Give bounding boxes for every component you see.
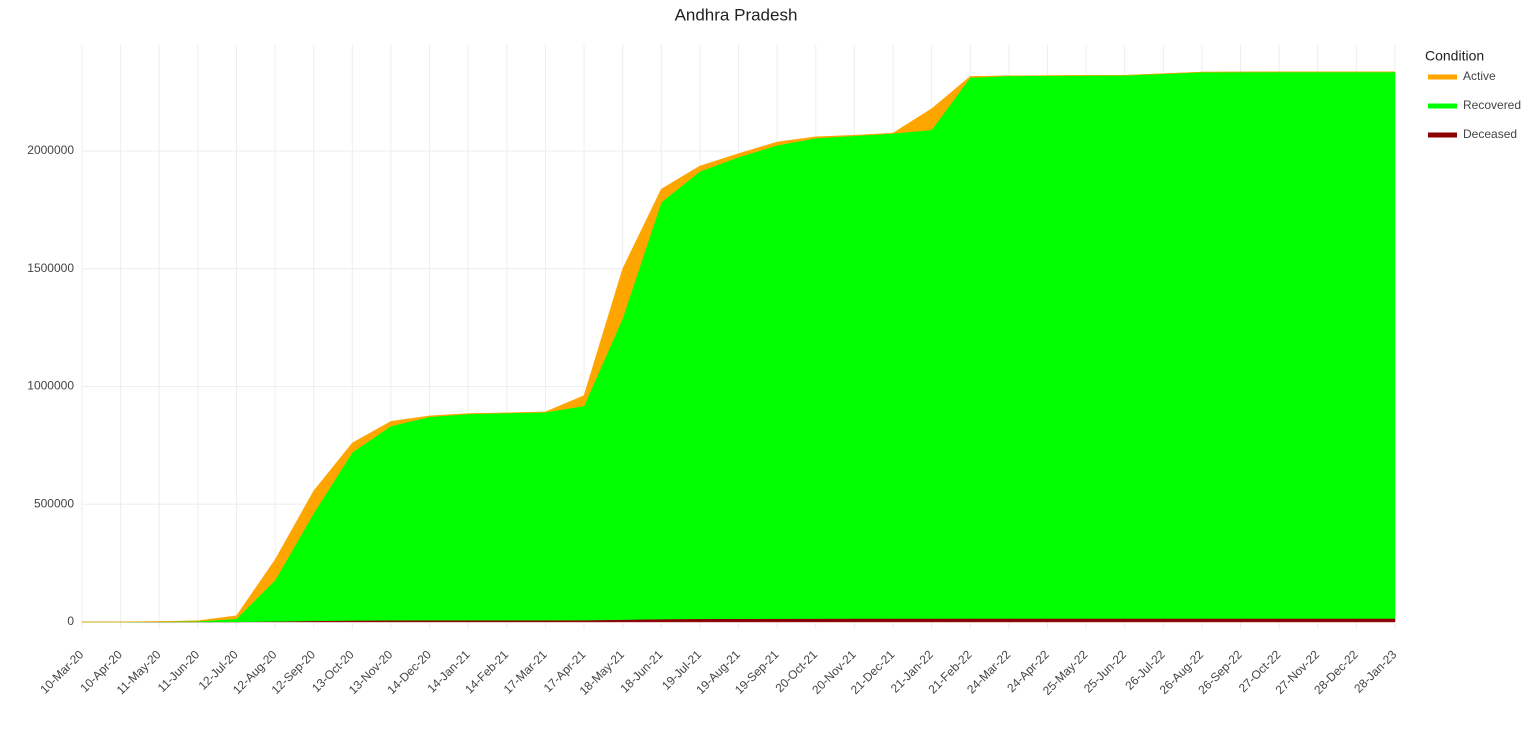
x-tick-label: 28-Jan-23 [1351, 647, 1399, 695]
x-tick: 11-Jun-20 [155, 647, 203, 695]
chart-title: Andhra Pradesh [675, 5, 798, 24]
y-tick-label: 2000000 [27, 143, 74, 157]
x-tick: 25-Jun-22 [1081, 647, 1129, 695]
legend-label: Deceased [1463, 127, 1517, 141]
y-tick-label: 0 [67, 614, 74, 628]
x-tick-label: 25-Jun-22 [1081, 647, 1129, 695]
y-tick-label: 500000 [34, 496, 74, 510]
legend-label: Recovered [1463, 98, 1521, 112]
y-tick-label: 1500000 [27, 261, 74, 275]
x-tick-label: 10-Mar-20 [37, 647, 86, 696]
legend-label: Active [1463, 69, 1496, 83]
area [81, 71, 1396, 623]
x-tick: 18-Jun-21 [618, 647, 666, 695]
y-tick-label: 1000000 [27, 379, 74, 393]
x-tick: 28-Jan-23 [1351, 647, 1399, 695]
x-tick-label: 11-Jun-20 [155, 647, 203, 695]
legend-title: Condition [1425, 48, 1484, 64]
x-tick: 10-Mar-20 [37, 647, 86, 696]
x-tick-label: 18-Jun-21 [618, 647, 666, 695]
